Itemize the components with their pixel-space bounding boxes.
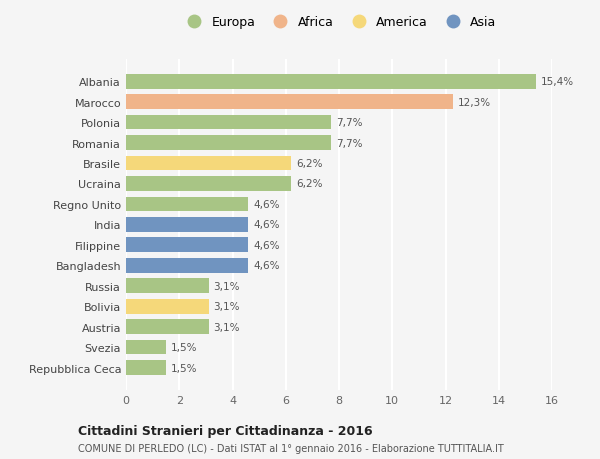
Text: 6,2%: 6,2% (296, 159, 322, 168)
Bar (126, 95, 454, 110)
Text: 6,2%: 6,2% (296, 179, 322, 189)
Text: 3,1%: 3,1% (214, 302, 240, 312)
Bar (126, 75, 536, 90)
Text: Cittadini Stranieri per Cittadinanza - 2016: Cittadini Stranieri per Cittadinanza - 2… (78, 424, 373, 437)
Text: 4,6%: 4,6% (253, 261, 280, 271)
Bar (126, 299, 209, 314)
Text: 15,4%: 15,4% (541, 77, 574, 87)
Text: 3,1%: 3,1% (214, 281, 240, 291)
Legend: Europa, Africa, America, Asia: Europa, Africa, America, Asia (181, 17, 497, 29)
Text: 7,7%: 7,7% (336, 118, 362, 128)
Bar (126, 157, 291, 171)
Bar (126, 197, 248, 212)
Text: 7,7%: 7,7% (336, 138, 362, 148)
Text: COMUNE DI PERLEDO (LC) - Dati ISTAT al 1° gennaio 2016 - Elaborazione TUTTITALIA: COMUNE DI PERLEDO (LC) - Dati ISTAT al 1… (78, 443, 504, 453)
Bar (126, 340, 166, 355)
Bar (126, 279, 209, 293)
Text: 1,5%: 1,5% (171, 363, 197, 373)
Text: 3,1%: 3,1% (214, 322, 240, 332)
Text: 4,6%: 4,6% (253, 241, 280, 250)
Bar (126, 116, 331, 130)
Text: 4,6%: 4,6% (253, 200, 280, 209)
Bar (126, 177, 291, 191)
Bar (126, 136, 331, 151)
Bar (126, 258, 248, 273)
Bar (126, 238, 248, 252)
Bar (126, 319, 209, 334)
Bar (126, 360, 166, 375)
Text: 12,3%: 12,3% (458, 97, 491, 107)
Bar (126, 218, 248, 232)
Text: 4,6%: 4,6% (253, 220, 280, 230)
Text: 1,5%: 1,5% (171, 342, 197, 353)
